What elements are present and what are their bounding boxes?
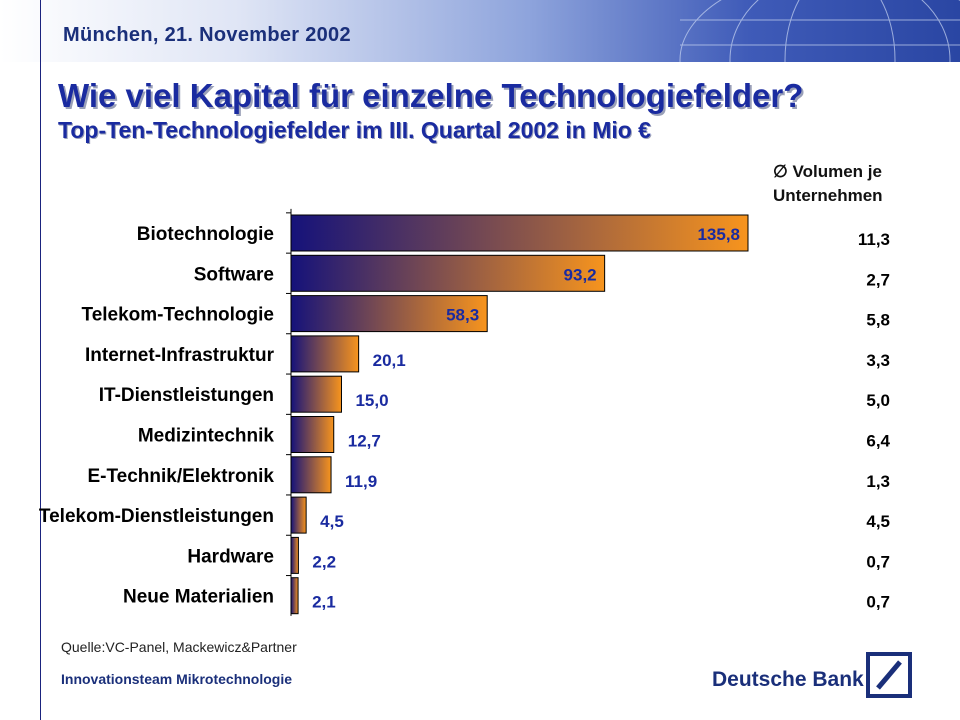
bar-value-label: 93,2 — [564, 265, 597, 284]
bar — [290, 254, 606, 292]
category-label: Software — [194, 264, 274, 285]
bar — [290, 416, 335, 453]
header-date: München, 21. November 2002 — [63, 24, 351, 46]
volume-value: 6,4 — [866, 432, 890, 451]
bank-name: Deutsche Bank — [712, 668, 864, 691]
bar-value-label: 20,1 — [373, 351, 406, 370]
category-label: IT-Dienstleistungen — [99, 385, 274, 406]
bar-value-label: 11,9 — [345, 472, 377, 491]
category-label: Medizintechnik — [138, 426, 275, 447]
category-label: Biotechnologie — [137, 224, 274, 245]
volume-value: 0,7 — [866, 552, 890, 571]
bar-value-label: 15,0 — [355, 391, 388, 410]
volume-header-line1: ∅ Volumen je — [773, 162, 882, 181]
source-note: Quelle:VC-Panel, Mackewicz&Partner — [61, 639, 297, 655]
volume-header-line2: Unternehmen — [773, 186, 883, 205]
header-band — [0, 0, 960, 62]
bar — [290, 496, 307, 534]
volume-value: 1,3 — [866, 472, 890, 491]
bar — [290, 295, 488, 333]
bar-value-label: 58,3 — [446, 306, 479, 325]
bar — [290, 456, 332, 494]
bar-value-label: 135,8 — [697, 225, 740, 244]
bar-value-label: 12,7 — [348, 432, 381, 451]
bar — [290, 375, 342, 413]
category-label: Telekom-Technologie — [82, 305, 275, 326]
slide-subtitle: Top-Ten-Technologiefelder im III. Quarta… — [58, 117, 651, 143]
bar — [290, 214, 749, 252]
volume-value: 3,3 — [866, 351, 890, 370]
volume-value: 4,5 — [866, 512, 890, 531]
globe-graphic — [679, 0, 960, 62]
category-label: Internet-Infrastruktur — [85, 345, 275, 366]
volume-value: 0,7 — [866, 593, 890, 612]
left-rule — [40, 0, 41, 720]
bar — [290, 577, 299, 615]
bar — [290, 536, 299, 574]
category-label: Telekom-Dienstleistungen — [39, 506, 274, 527]
volume-value: 11,3 — [858, 230, 890, 249]
bar-value-label: 4,5 — [320, 512, 344, 531]
category-label: Neue Materialien — [123, 587, 274, 608]
slide-title: Wie viel Kapital für einzelne Technologi… — [58, 77, 804, 114]
volume-column-header: ∅ Volumen je Unternehmen — [773, 160, 883, 208]
volume-value: 2,7 — [866, 270, 890, 289]
bar-value-label: 2,1 — [312, 593, 336, 612]
volume-value: 5,0 — [866, 391, 890, 410]
bar-value-label: 2,2 — [312, 552, 336, 571]
deutsche-bank-logo-icon — [866, 652, 912, 698]
footer-team: Innovationsteam Mikrotechnologie — [61, 671, 293, 687]
volume-value: 5,8 — [866, 311, 890, 330]
bar — [290, 335, 360, 373]
category-label: Hardware — [187, 546, 274, 567]
category-label: E-Technik/Elektronik — [87, 466, 274, 487]
